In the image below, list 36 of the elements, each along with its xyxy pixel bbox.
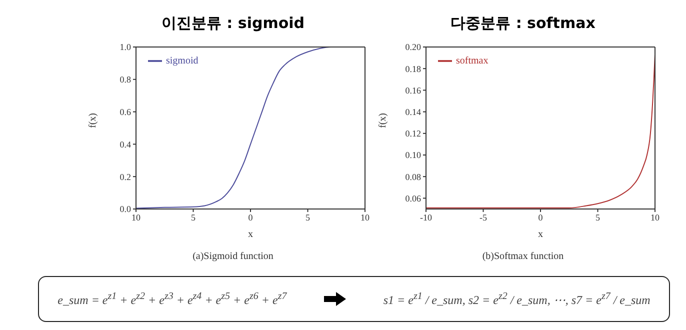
x-tick-label: -5 [480, 212, 488, 222]
y-axis-title: f(x) [378, 113, 389, 128]
text: (b)Softmax function [482, 251, 564, 262]
y-tick-label: 0.20 [405, 42, 422, 52]
legend-label: softmax [456, 55, 488, 66]
x-tick-label: 10 [132, 212, 141, 222]
x-tick-label: 5 [596, 212, 600, 222]
x-tick-label: 0 [538, 212, 544, 222]
x-tick-label: 5 [306, 212, 310, 222]
x-axis-title: x [248, 229, 253, 240]
y-tick-label: 0.8 [120, 74, 132, 85]
y-tick-label: 0.12 [405, 128, 421, 139]
y-tick-label: 0.0 [120, 204, 132, 214]
text: s1 = e$^{z1}$ / e_sum, s2 = e$^{z2}$ / e_sum, ⋯, s7 = e$^{z7}$ / e_sum [383, 290, 650, 308]
text: e_sum = e$^{z1}$ + e$^{z2}$ + e$^{z3}$ + e$^{z4}$ + e$^{z5}$ + e$^{z6}$ + e$^{z7}$ [58, 290, 287, 306]
y-axis-title: f(x) [88, 113, 99, 128]
y-tick-label: 0.6 [120, 106, 132, 117]
y-tick-label: 0.14 [405, 106, 422, 117]
y-tick-label: 0.16 [405, 85, 422, 96]
y-tick-label: 0.18 [405, 64, 422, 74]
text: (a)Sigmoid function [192, 251, 274, 262]
x-tick-label: 10 [650, 212, 660, 222]
chart-title: 다중분류 : softmax [450, 13, 596, 34]
chart-title: 이진분류 : sigmoid [161, 13, 305, 34]
x-tick-label: 10 [360, 212, 370, 222]
y-tick-label: 0.10 [405, 150, 422, 160]
y-tick-label: 1.0 [120, 42, 132, 52]
legend-label: sigmoid [166, 55, 198, 66]
x-tick-label: 0 [248, 212, 254, 222]
x-axis-title: x [538, 229, 543, 240]
y-tick-label: 0.2 [120, 172, 131, 182]
y-tick-label: 0.08 [405, 172, 422, 182]
x-tick-label: 5 [191, 212, 196, 222]
x-tick-label: -10 [420, 212, 432, 222]
y-tick-label: 0.06 [405, 193, 422, 204]
y-tick-label: 0.4 [120, 139, 132, 150]
